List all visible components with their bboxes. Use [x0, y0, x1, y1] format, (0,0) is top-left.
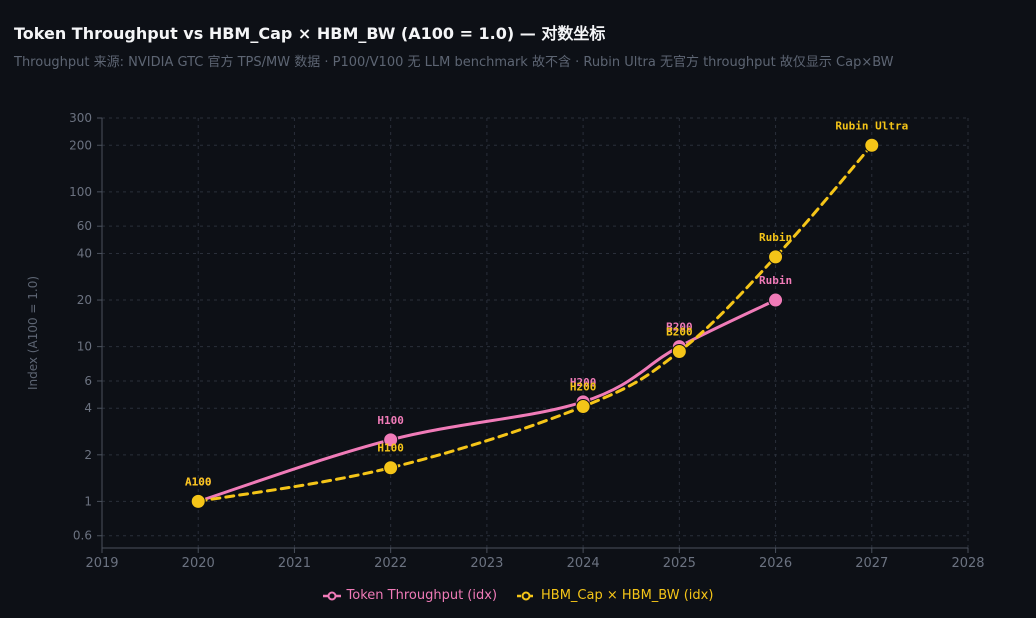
x-tick-label: 2027 — [855, 556, 888, 571]
data-label-throughput: H100 — [377, 414, 404, 427]
data-label-hbm: A100 — [185, 475, 212, 488]
y-tick-label: 10 — [77, 340, 92, 354]
x-tick-label: 2024 — [567, 556, 600, 571]
data-point-throughput — [768, 292, 784, 308]
data-label-hbm: H100 — [377, 442, 404, 455]
data-label-throughput: A100 — [185, 475, 212, 488]
y-tick-label: 20 — [77, 293, 92, 307]
x-tick-label: 2019 — [85, 556, 118, 571]
chart-title: Token Throughput vs HBM_Cap × HBM_BW (A1… — [14, 24, 606, 43]
series-line-hbm — [196, 143, 874, 503]
y-tick-label: 6 — [84, 374, 92, 388]
x-tick-label: 2020 — [182, 556, 215, 571]
data-point-hbm — [768, 249, 784, 265]
y-axis-label: Index (A100 = 1.0) — [26, 276, 40, 390]
data-label-hbm: Rubin — [759, 231, 792, 244]
data-point-throughput — [383, 432, 399, 448]
legend-item-hbm[interactable]: HBM_Cap × HBM_BW (idx) — [517, 588, 713, 603]
y-tick-label: 60 — [77, 219, 92, 233]
x-tick-label: 2022 — [374, 556, 407, 571]
y-tick-label: 100 — [69, 185, 92, 199]
legend-item-throughput[interactable]: Token Throughput (idx) — [322, 588, 498, 603]
y-tick-label: 1 — [84, 494, 92, 508]
data-label-hbm: B200 — [666, 326, 693, 339]
data-label-hbm: H200 — [570, 381, 597, 394]
x-tick-label: 2026 — [759, 556, 792, 571]
data-point-hbm — [383, 460, 399, 476]
legend-label-throughput: Token Throughput (idx) — [346, 588, 498, 603]
legend-swatch-throughput — [322, 591, 341, 600]
data-point-hbm — [671, 344, 687, 360]
y-tick-label: 300 — [69, 111, 92, 125]
legend: Token Throughput (idx) HBM_Cap × HBM_BW … — [0, 588, 1036, 603]
data-point-hbm — [864, 137, 880, 153]
data-label-throughput: B200 — [666, 321, 693, 334]
x-tick-label: 2025 — [663, 556, 696, 571]
legend-label-hbm: HBM_Cap × HBM_BW (idx) — [541, 588, 714, 603]
data-point-hbm — [190, 493, 206, 509]
y-tick-label: 2 — [84, 448, 92, 462]
y-tick-label: 0.6 — [73, 529, 92, 543]
y-tick-label: 40 — [77, 246, 92, 260]
y-tick-label: 4 — [84, 401, 92, 415]
x-tick-label: 2028 — [951, 556, 984, 571]
chart-subtitle: Throughput 来源: NVIDIA GTC 官方 TPS/MW 数据 ·… — [14, 55, 894, 70]
data-point-hbm — [575, 399, 591, 415]
x-tick-label: 2021 — [278, 556, 311, 571]
legend-swatch-hbm — [517, 591, 536, 600]
x-tick-label: 2023 — [470, 556, 503, 571]
data-label-hbm: Rubin Ultra — [835, 119, 908, 132]
data-label-throughput: H200 — [570, 376, 597, 389]
y-tick-label: 200 — [69, 138, 92, 152]
data-label-throughput: Rubin — [759, 274, 792, 287]
